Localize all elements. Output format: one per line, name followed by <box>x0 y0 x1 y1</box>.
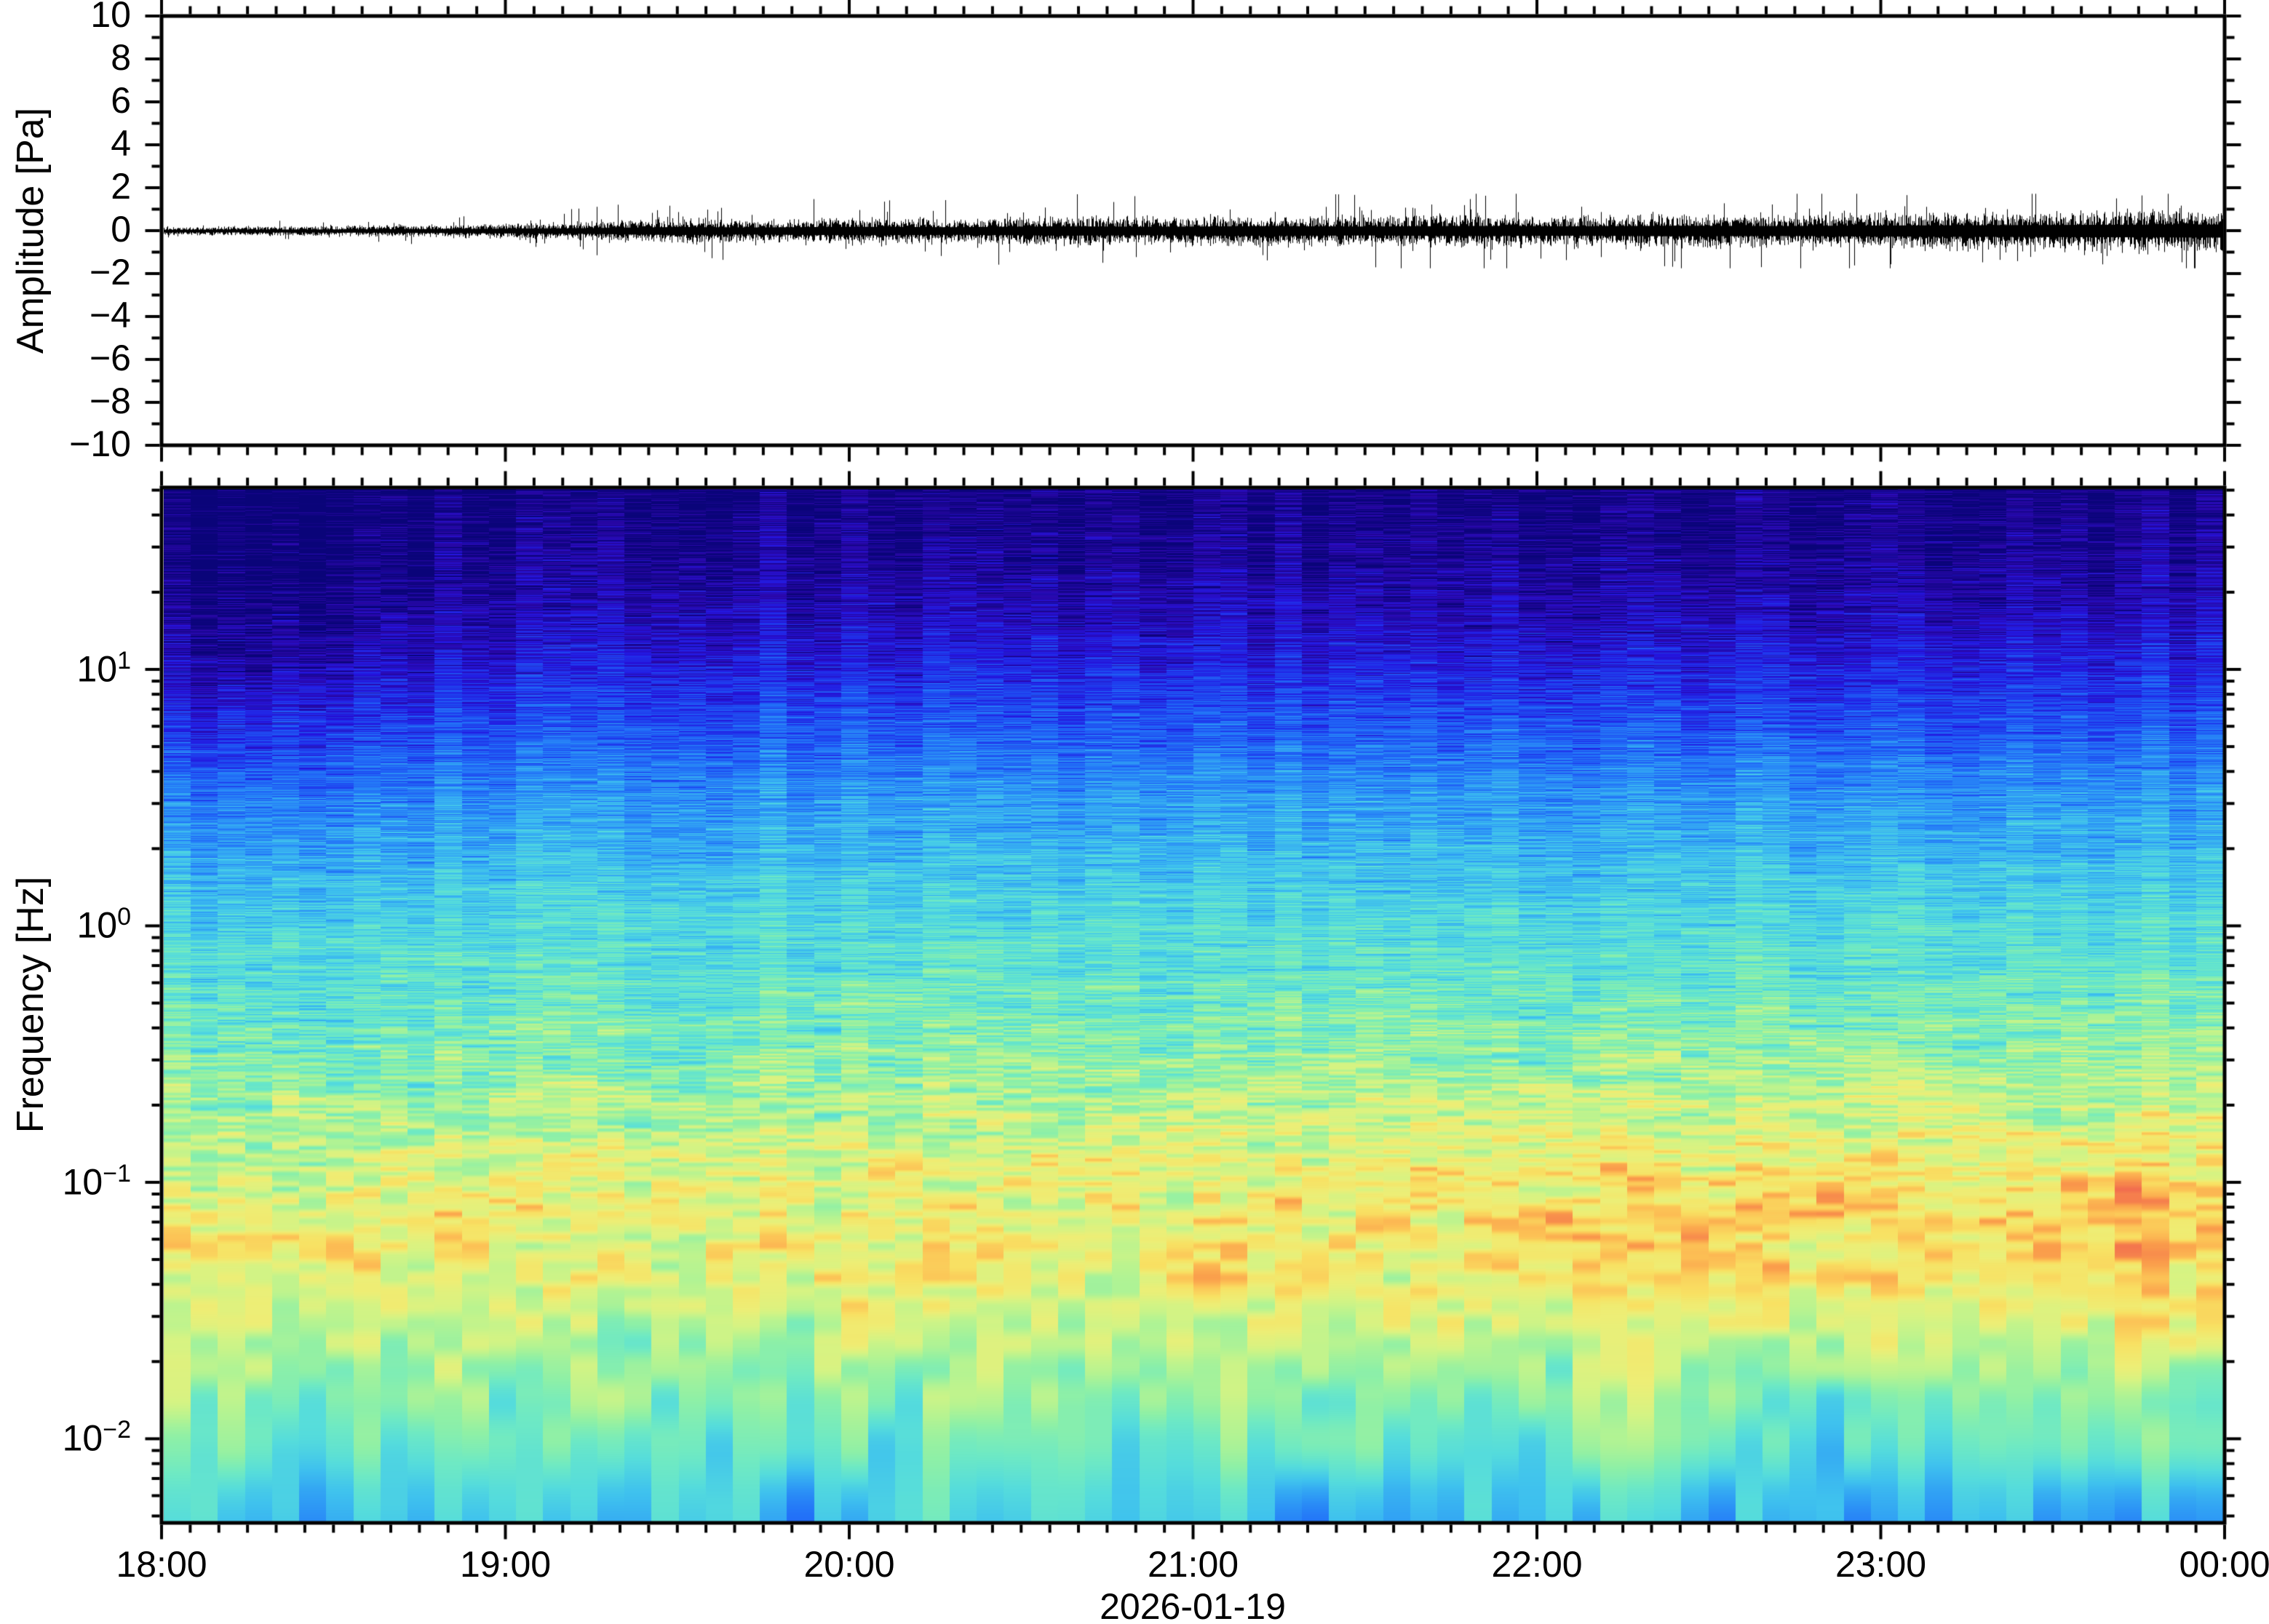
time-tick-label: 22:00 <box>1491 1544 1583 1585</box>
time-tick-label: 00:00 <box>2179 1544 2269 1585</box>
amplitude-tick-label: −4 <box>89 295 131 335</box>
time-tick-label: 19:00 <box>459 1544 552 1585</box>
amplitude-tick-label: 8 <box>111 37 131 78</box>
amplitude-tick-label: −2 <box>89 252 131 292</box>
amplitude-tick-label: 10 <box>90 0 131 35</box>
amplitude-tick-label: 2 <box>111 166 131 207</box>
frequency-tick-label: 10−1 <box>62 1159 131 1203</box>
frequency-tick-label: 10−2 <box>62 1416 131 1460</box>
time-tick-label: 23:00 <box>1835 1544 1927 1585</box>
amplitude-tick-label: −10 <box>69 423 131 464</box>
time-tick-label: 21:00 <box>1147 1544 1239 1585</box>
date-label: 2026-01-19 <box>1100 1586 1286 1624</box>
frequency-tick-label: 100 <box>76 903 131 947</box>
amplitude-tick-label: 4 <box>111 123 131 164</box>
amplitude-tick-label: −6 <box>89 338 131 378</box>
time-tick-label: 18:00 <box>116 1544 207 1585</box>
amplitude-tick-label: 6 <box>111 80 131 121</box>
amplitude-tick-label: −8 <box>89 381 131 421</box>
amplitude-tick-label: 0 <box>111 209 131 250</box>
time-tick-label: 20:00 <box>803 1544 895 1585</box>
frequency-tick-label: 101 <box>76 647 131 690</box>
